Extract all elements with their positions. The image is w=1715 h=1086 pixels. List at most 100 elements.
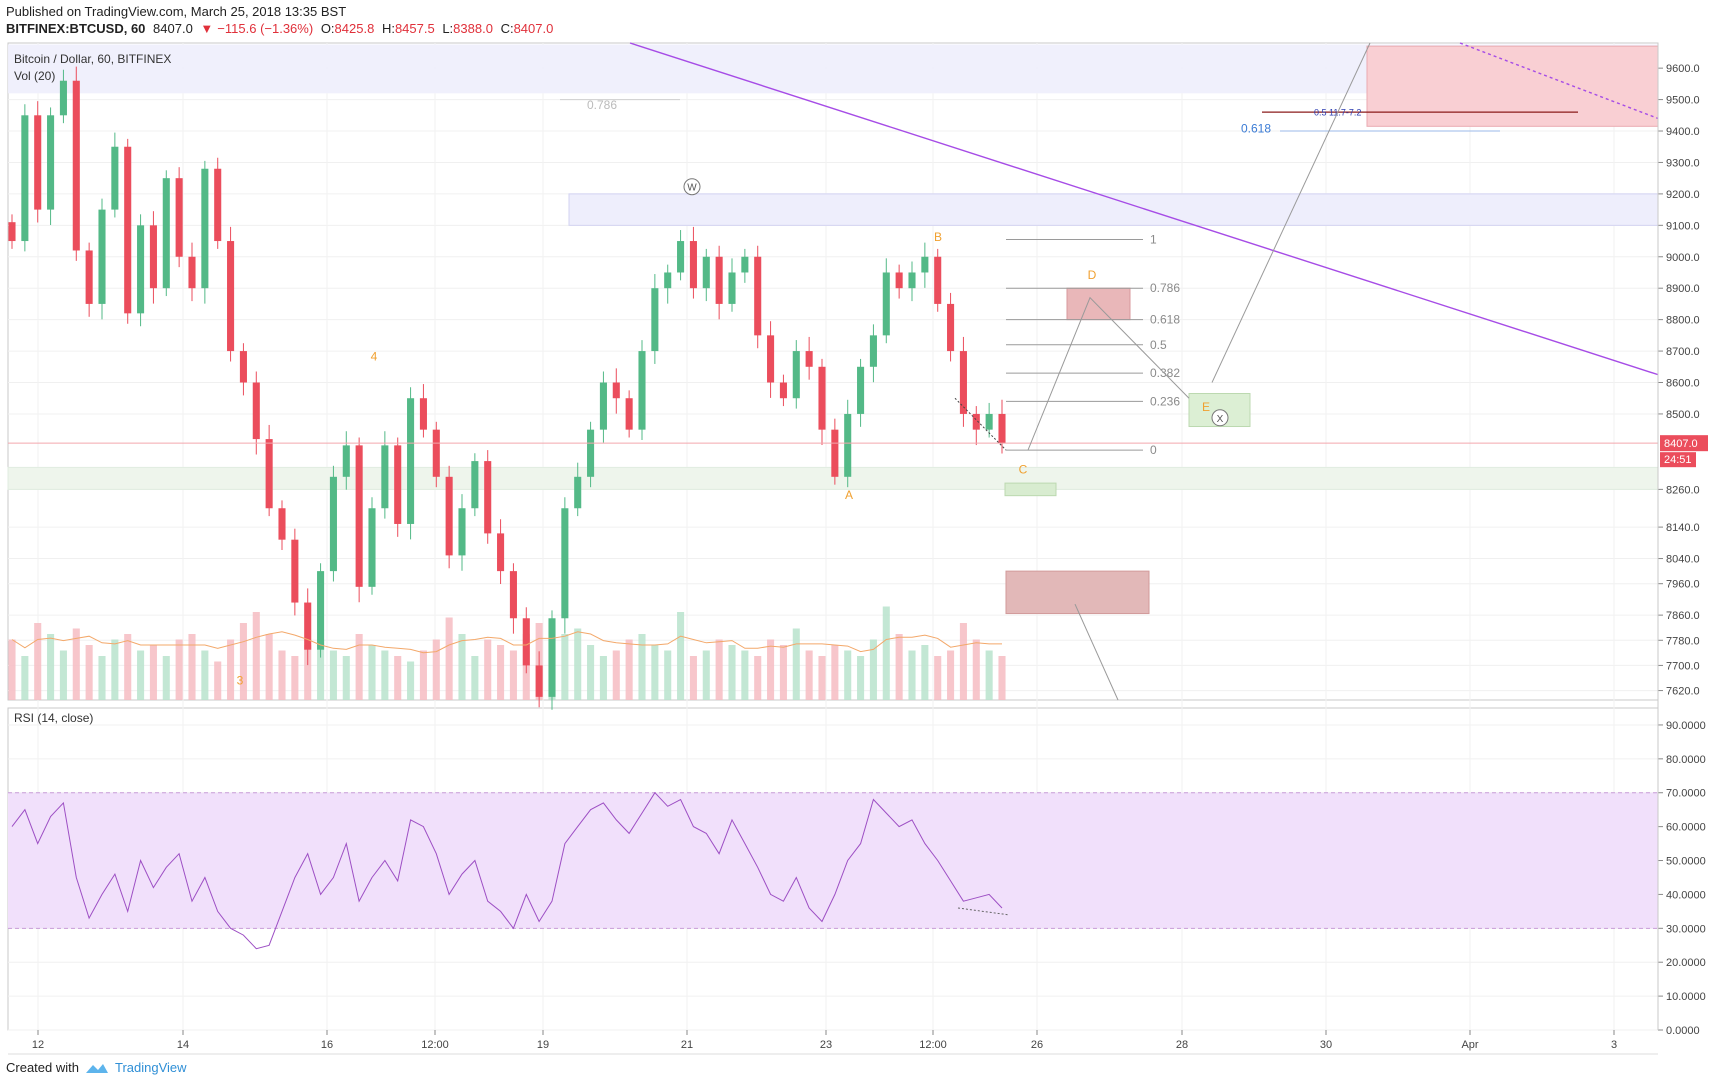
rsi-tick-label: 40.0000 [1666,889,1706,901]
candle-body [548,618,556,697]
dotted-projection [954,397,1007,451]
open-label: O: [320,21,335,36]
candle-body [265,439,273,509]
main-legend[interactable]: Bitcoin / Dollar, 60, BITFINEX [14,52,172,66]
candle-body [934,256,942,304]
volume-bar [869,639,877,700]
price-tick-label: 9000.0 [1666,252,1700,264]
time-tick-label: 14 [177,1039,189,1051]
candle-body [484,461,492,534]
volume-bar [239,623,247,700]
rsi-line [11,791,1003,950]
rsi-tick-label: 30.0000 [1666,923,1706,935]
countdown-tag [1660,452,1696,468]
price-tick-label: 8500.0 [1666,409,1700,421]
volume-bar [214,661,222,700]
candle-body [882,272,890,336]
candle-body [651,288,659,352]
price-tick-label: 9300.0 [1666,157,1700,169]
volume-bar [317,639,325,700]
fib-upper-618-label: 0.618 [1241,122,1271,136]
volume-bar [574,628,582,700]
candle-body [715,256,723,304]
wave-label: X [1217,414,1224,425]
candle-body [47,115,55,210]
candle-body [201,168,209,289]
candle-body [959,351,967,414]
target-box-upper [1366,45,1659,127]
candle-body [291,539,299,603]
high-label: H: [381,21,395,36]
volume-bar [329,650,337,700]
candle-body [149,225,157,289]
price-tick-label: 9200.0 [1666,189,1700,201]
candle-body [98,209,106,304]
volume-bar [59,650,67,700]
candle-body [587,429,595,477]
price-tick-label: 8040.0 [1666,554,1700,566]
candle-body [175,178,183,257]
volume-bar [741,650,749,700]
volume-bar [342,656,350,700]
volume-bar [561,634,569,700]
rsi-tick-label: 90.0000 [1666,720,1706,732]
volume-bar [715,639,723,700]
target-box-d [1066,287,1131,321]
volume-bar [47,634,55,700]
candle-body [779,382,787,399]
candle-body [188,256,196,289]
volume-bar [612,650,620,700]
volume-bar [175,639,183,700]
volume-bar [818,656,826,700]
candle-body [342,445,350,477]
candle-body [432,429,440,477]
volume-bar [124,634,132,700]
price-tick-label: 7700.0 [1666,660,1700,672]
candle-body [227,241,235,352]
price-tick-label: 7620.0 [1666,686,1700,698]
candle-body [998,413,1006,444]
candle-body [329,476,337,572]
volume-bar [98,656,106,700]
vol-legend[interactable]: Vol (20) [14,69,56,83]
candle-body [818,366,826,430]
candle-body [214,168,222,242]
high-value: 8457.5 [394,21,435,36]
candle-body [445,476,453,556]
volume-bar [252,612,260,700]
wave-label: W [687,183,697,194]
candle-body [419,398,427,430]
volume-bar [85,645,93,700]
candle-body [869,335,877,367]
candle-body [34,115,42,210]
candle-body [985,413,993,430]
rsi-tick-label: 10.0000 [1666,991,1706,1003]
candle-body [805,351,813,367]
time-tick-label: 26 [1031,1039,1043,1051]
candle-body [59,80,67,116]
footer-brand[interactable]: TradingView [114,1060,187,1075]
rsi-dotted-trendline [957,907,1009,916]
rsi-tick-label: 60.0000 [1666,822,1706,834]
volume-bar [689,656,697,700]
rsi-legend[interactable]: RSI (14, close) [14,711,94,725]
symbol[interactable]: BITFINEX:BTCUSD, 60 [6,21,146,36]
fib-level-label: 0 [1150,443,1157,457]
close-value: 8407.0 [513,21,554,36]
volume-bar [34,623,42,700]
volume-bar [625,639,633,700]
candle-body [317,571,325,650]
time-tick-label: 19 [537,1039,549,1051]
price-tick-label: 9100.0 [1666,220,1700,232]
price-tick-label: 9400.0 [1666,126,1700,138]
candle-body [124,146,132,314]
volume-bar [137,650,145,700]
rsi-tick-label: 20.0000 [1666,957,1706,969]
symbol-line: BITFINEX:BTCUSD, 60 8407.0 ▼ −115.6 (−1.3… [6,21,557,36]
price-tick-label: 8600.0 [1666,378,1700,390]
volume-bar [162,656,170,700]
candle-body [381,445,389,509]
wave-label: C [1019,463,1028,477]
open-value: 8425.8 [334,21,375,36]
